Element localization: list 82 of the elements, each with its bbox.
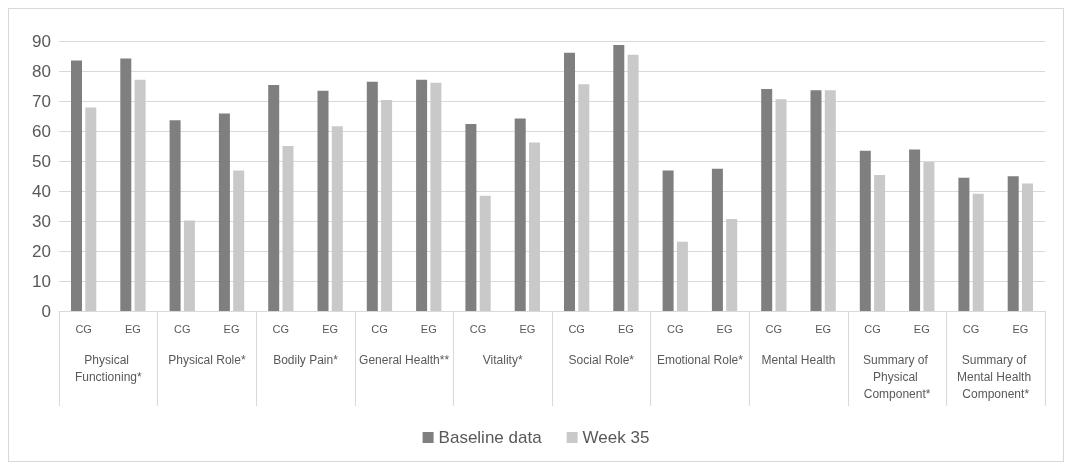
bar bbox=[233, 170, 245, 311]
y-tick-label: 60 bbox=[32, 121, 51, 141]
bar bbox=[874, 175, 886, 311]
text: Bodily Pain* bbox=[273, 352, 339, 367]
bar bbox=[183, 220, 195, 311]
text: General Health** bbox=[359, 352, 450, 367]
y-tick-label: 90 bbox=[32, 31, 51, 51]
y-tick-label: 50 bbox=[32, 151, 51, 171]
bar bbox=[711, 168, 723, 311]
x-tick-label: CG bbox=[568, 322, 585, 335]
bar bbox=[317, 90, 329, 311]
x-tick-label: CG bbox=[75, 322, 92, 335]
bar bbox=[479, 195, 491, 311]
bar bbox=[218, 113, 230, 311]
bar bbox=[120, 58, 132, 311]
bar bbox=[1007, 176, 1019, 311]
bar bbox=[824, 90, 836, 311]
bar bbox=[923, 161, 935, 311]
bar bbox=[775, 99, 787, 311]
bar bbox=[282, 146, 294, 311]
bar bbox=[662, 170, 674, 311]
y-tick-label: 0 bbox=[41, 301, 51, 321]
x-tick-label: EG bbox=[1012, 322, 1029, 335]
x-tick-label: CG bbox=[962, 322, 980, 335]
x-tick-label: EG bbox=[420, 322, 437, 335]
bar bbox=[430, 82, 442, 311]
bar bbox=[268, 85, 280, 311]
text: Vitality* bbox=[482, 352, 523, 367]
bar bbox=[958, 177, 970, 311]
bar bbox=[366, 81, 378, 311]
y-tick-label: 30 bbox=[32, 211, 51, 231]
y-tick-label: 40 bbox=[32, 181, 51, 201]
bar bbox=[85, 107, 97, 311]
bar bbox=[810, 90, 822, 311]
x-tick-label: CG bbox=[667, 322, 684, 335]
text: Physical Role* bbox=[168, 352, 246, 367]
y-tick-label: 10 bbox=[32, 271, 51, 291]
x-tick-label: CG bbox=[864, 322, 881, 335]
bar bbox=[676, 241, 688, 311]
bar bbox=[564, 52, 575, 311]
bar bbox=[761, 89, 773, 311]
bar bbox=[726, 218, 738, 311]
y-tick-label: 20 bbox=[32, 241, 51, 261]
legend-label: Week 35 bbox=[582, 428, 650, 447]
x-tick-label: EG bbox=[519, 322, 536, 335]
x-tick-label: CG bbox=[371, 322, 388, 335]
text: Physical Functioning* bbox=[74, 352, 142, 384]
x-tick-label: EG bbox=[618, 322, 634, 335]
x-tick-label: CG bbox=[469, 322, 487, 335]
x-tick-label: EG bbox=[815, 322, 832, 335]
x-tick-label: EG bbox=[223, 322, 240, 335]
text: Emotional Role* bbox=[656, 352, 744, 367]
y-tick-label: 70 bbox=[32, 91, 51, 111]
bar bbox=[416, 79, 428, 311]
x-tick-label: EG bbox=[716, 322, 733, 335]
bar bbox=[514, 118, 526, 311]
text: Summary of Physical Component* bbox=[863, 352, 932, 401]
bar bbox=[71, 60, 82, 311]
bar bbox=[909, 149, 921, 311]
x-tick-label: CG bbox=[174, 322, 191, 335]
bar bbox=[169, 120, 181, 311]
x-tick-label: EG bbox=[125, 322, 141, 335]
bar bbox=[465, 124, 477, 311]
legend-label: Baseline data bbox=[438, 428, 543, 447]
bar bbox=[381, 100, 393, 311]
bar bbox=[627, 54, 639, 311]
y-tick-label: 80 bbox=[32, 61, 51, 81]
x-tick-label: EG bbox=[322, 322, 339, 335]
x-tick-label: EG bbox=[913, 322, 930, 335]
bar bbox=[331, 126, 343, 311]
bar bbox=[859, 150, 871, 311]
bar bbox=[134, 79, 146, 311]
x-tick-label: CG bbox=[765, 322, 783, 335]
bar bbox=[613, 44, 625, 311]
bar bbox=[1022, 183, 1033, 311]
bar bbox=[972, 193, 984, 311]
text: Social Role* bbox=[568, 352, 635, 367]
bar bbox=[529, 142, 540, 311]
text: Summary of Mental Health Component* bbox=[957, 352, 1035, 401]
x-tick-label: CG bbox=[272, 322, 290, 335]
bar bbox=[578, 84, 590, 311]
text: Mental Health bbox=[761, 352, 836, 367]
